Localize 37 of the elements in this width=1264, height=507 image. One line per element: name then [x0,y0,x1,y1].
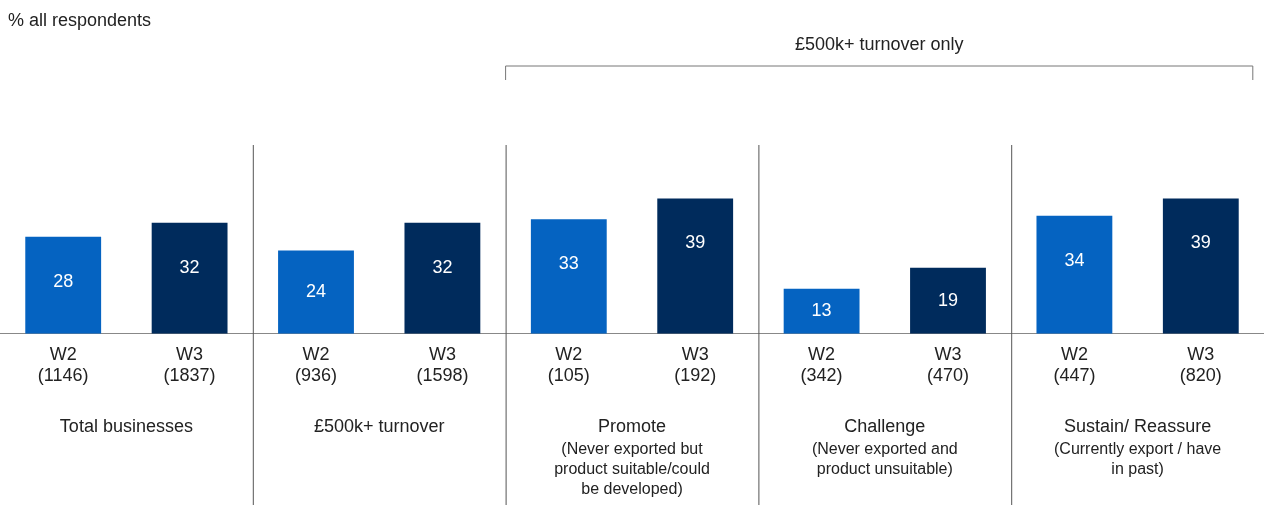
data-label: 13 [811,300,832,321]
x-tick-label: W3 (1837) [163,343,216,386]
x-tick-label: W2 (105) [547,343,590,386]
x-tick-label: W3 (192) [674,343,717,386]
data-label: 28 [53,270,74,291]
x-tick-label: W3 (820) [1179,343,1222,386]
text: Sustain/ Reassure (Currently export / have in past) [1054,415,1222,478]
bar [1162,198,1239,334]
x-tick-label: W3 (1598) [416,343,469,386]
x-tick-label: W3 (470) [926,343,970,386]
bar [404,222,481,334]
bar [1036,215,1113,334]
data-label: 39 [685,232,706,253]
bar [783,288,860,334]
text: £500k+ turnover only [794,33,964,54]
x-tick-label: W2 (1146) [37,343,89,386]
text: Total businesses [59,415,193,436]
bar [910,267,986,334]
data-label: 24 [305,281,327,302]
data-label: 32 [432,256,453,277]
bar [530,219,607,334]
data-label: 33 [558,253,579,274]
data-label: 34 [1064,249,1085,270]
bar [278,250,354,334]
text: Challenge (Never exported and product unsuitable) [811,415,958,478]
x-tick-label: W2 (342) [800,343,843,386]
x-tick-label: W2 (447) [1053,343,1096,386]
text: % all respondents [8,9,152,30]
bar [25,236,102,334]
data-label: 39 [1190,232,1211,253]
bar [151,222,228,334]
text: Promote (Never exported but product suitable/could be developed) [554,415,710,498]
text: £500k+ turnover [313,415,445,436]
data-label: 32 [179,256,200,277]
bar [657,198,734,334]
x-tick-label: W2 (936) [294,343,338,386]
data-label: 19 [937,289,959,310]
